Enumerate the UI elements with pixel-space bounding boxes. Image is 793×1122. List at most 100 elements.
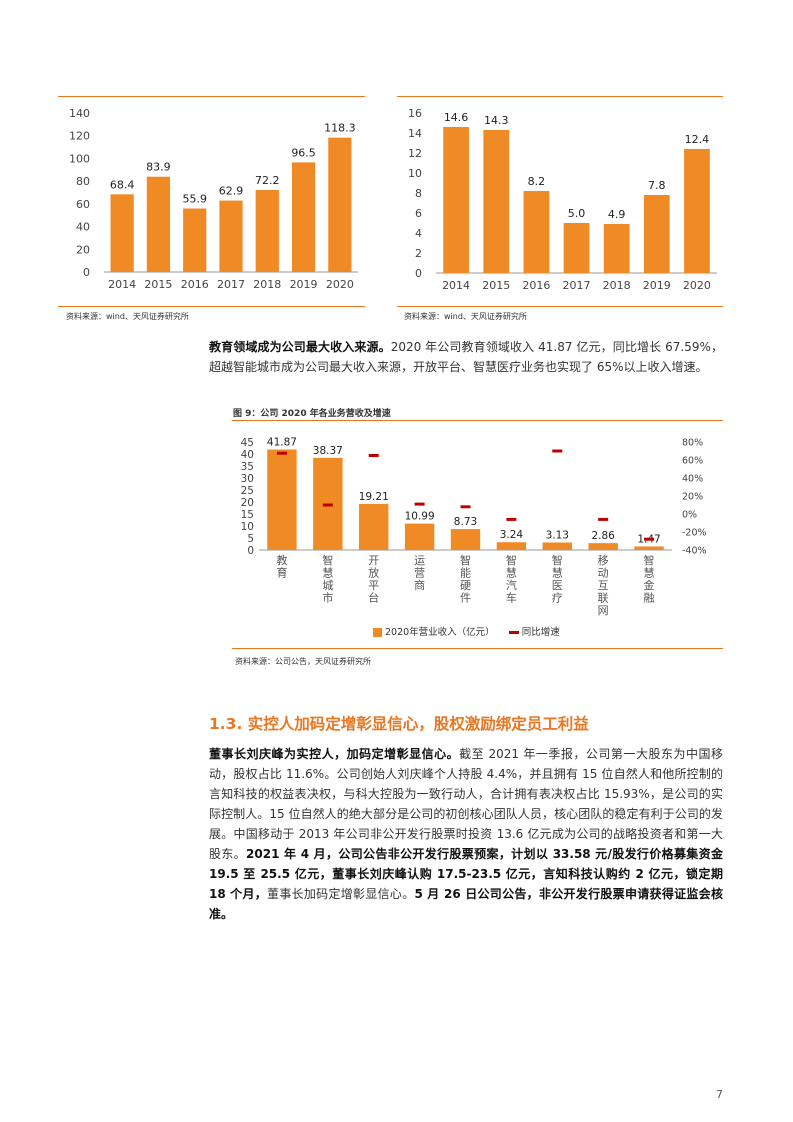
y-left-tick-label: 5 — [247, 533, 254, 545]
chart-left-top-rule — [58, 96, 365, 97]
bar-value-label: 7.8 — [648, 179, 666, 192]
y-tick-label: 0 — [415, 267, 422, 280]
y-right-tick-label: 60% — [682, 456, 703, 467]
x-tick-label: 开放平台 — [368, 554, 379, 605]
bar-value-label: 19.21 — [359, 491, 389, 503]
y-tick-label: 20 — [76, 243, 90, 256]
x-tick-label: 2015 — [144, 278, 172, 291]
x-tick-label: 2016 — [522, 279, 550, 292]
chart-left-bottom-rule — [58, 306, 365, 307]
y-left-tick-label: 35 — [241, 461, 254, 473]
y-tick-label: 80 — [76, 175, 90, 188]
bar-value-label: 118.3 — [324, 122, 356, 135]
legend-label-growth: 同比增速 — [521, 627, 560, 638]
x-tick-label: 智慧城市 — [322, 553, 333, 605]
x-tick-label: 智能硬件 — [460, 553, 471, 605]
y-left-tick-label: 20 — [241, 497, 254, 509]
x-tick-label: 2019 — [643, 279, 671, 292]
section-title: 1.3. 实控人加码定增彰显信心，股权激励绑定员工利益 — [209, 715, 589, 733]
y-left-tick-label: 10 — [241, 521, 254, 533]
y-tick-label: 6 — [415, 207, 422, 220]
bar — [523, 191, 550, 273]
y-tick-label: 10 — [408, 167, 422, 180]
y-tick-label: 0 — [83, 266, 90, 279]
legend-swatch-bar — [373, 628, 382, 637]
paragraph-education-body: 2020 年公司教育领域收入 41.87 亿元，同比增长 67.59%，超越智能… — [209, 340, 723, 374]
legend-item-growth: 同比增速 — [508, 624, 560, 638]
paragraph-controller-approval: 5 月 26 日公司公告，非公开发行股票申请获得证监会核准。 — [209, 887, 723, 921]
figure-9-top-rule — [232, 420, 723, 421]
bar — [634, 546, 664, 550]
bar — [603, 224, 630, 273]
bar-value-label: 3.24 — [500, 529, 524, 541]
bar-value-label: 68.4 — [110, 178, 134, 191]
y-tick-label: 60 — [76, 198, 90, 211]
y-tick-label: 14 — [408, 127, 422, 140]
paragraph-controller-body: 截至 2021 年一季报，公司第一大股东为中国移动，股权占比 11.6%。公司创… — [209, 747, 723, 861]
paragraph-controller-placement: 2021 年 4 月，公司公告非公开发行股票预案，计划以 33.58 元/股发行… — [209, 847, 723, 901]
bar-value-label: 8.73 — [454, 516, 477, 528]
y-right-tick-label: 20% — [682, 492, 703, 503]
y-tick-label: 40 — [76, 221, 90, 234]
bar-value-label: 14.6 — [444, 111, 469, 124]
y-right-tick-label: -20% — [682, 528, 707, 539]
x-tick-label: 2015 — [482, 279, 510, 292]
chart-right-profit: 0 2 4 6 8 10 12 14 16 14.6 2014 14.3 2015 8.2 2016 5.0 2… — [408, 107, 717, 292]
bar — [496, 542, 527, 550]
bar — [255, 190, 279, 272]
bar — [359, 503, 389, 550]
bar — [146, 176, 171, 272]
y-tick-label: 4 — [415, 227, 422, 240]
figure-9-bottom-rule — [232, 648, 723, 649]
bar-value-label: 38.37 — [313, 445, 343, 457]
paragraph-education-lead: 教育领域成为公司最大收入来源。 — [209, 340, 391, 354]
x-tick-label: 2014 — [108, 278, 136, 291]
x-tick-label: 2016 — [181, 278, 209, 291]
y-tick-label: 8 — [415, 187, 422, 200]
bar — [684, 149, 710, 273]
bar — [219, 200, 243, 272]
y-left-tick-label: 30 — [241, 473, 254, 485]
bar — [563, 223, 590, 273]
bar-value-label: 10.99 — [405, 511, 435, 523]
y-right-tick-label: 40% — [682, 474, 703, 485]
y-left-tick-label: 40 — [241, 449, 254, 461]
x-tick-label: 2019 — [290, 278, 318, 291]
bar-value-label: 41.87 — [267, 437, 297, 449]
bar-value-label: 8.2 — [528, 175, 546, 188]
chart-right-bottom-rule — [397, 306, 723, 307]
bar — [404, 523, 435, 550]
bar — [483, 130, 510, 273]
legend-item-revenue: 2020年营业收入（亿元） — [373, 624, 495, 638]
bar — [267, 449, 297, 550]
bar — [291, 162, 316, 272]
y-left-tick-label: 25 — [241, 485, 254, 497]
x-tick-label: 2018 — [603, 279, 631, 292]
bar — [328, 137, 352, 272]
figure-9-title: 图 9：公司 2020 年各业务营收及增速 — [233, 409, 391, 419]
y-tick-label: 120 — [69, 130, 90, 143]
bar-value-label: 14.3 — [484, 114, 509, 127]
figure-9-source: 资料来源：公司公告，天风证券研究所 — [235, 657, 371, 666]
y-left-tick-label: 0 — [247, 545, 254, 557]
bar-value-label: 83.9 — [146, 161, 171, 174]
bar — [643, 195, 670, 273]
y-tick-label: 12 — [408, 147, 422, 160]
y-tick-label: 100 — [69, 152, 90, 165]
y-left-tick-label: 15 — [241, 509, 254, 521]
x-tick-label: 智慧汽车 — [506, 553, 517, 605]
y-tick-label: 140 — [69, 107, 90, 120]
bar-value-label: 4.9 — [608, 208, 626, 221]
y-right-tick-label: 0% — [682, 510, 697, 521]
x-tick-label: 智慧金融 — [644, 553, 655, 605]
bar — [450, 529, 481, 550]
y-tick-label: 16 — [408, 107, 422, 120]
y-right-tick-label: 80% — [682, 438, 703, 449]
bar-value-label: 72.2 — [255, 174, 279, 187]
page-number: 7 — [716, 1088, 723, 1101]
paragraph-controller-lead: 董事长刘庆峰为实控人，加码定增彰显信心。 — [209, 747, 460, 761]
bar-value-label: 3.13 — [546, 529, 569, 541]
bar — [588, 543, 618, 550]
bar-value-label: 96.5 — [291, 146, 316, 159]
